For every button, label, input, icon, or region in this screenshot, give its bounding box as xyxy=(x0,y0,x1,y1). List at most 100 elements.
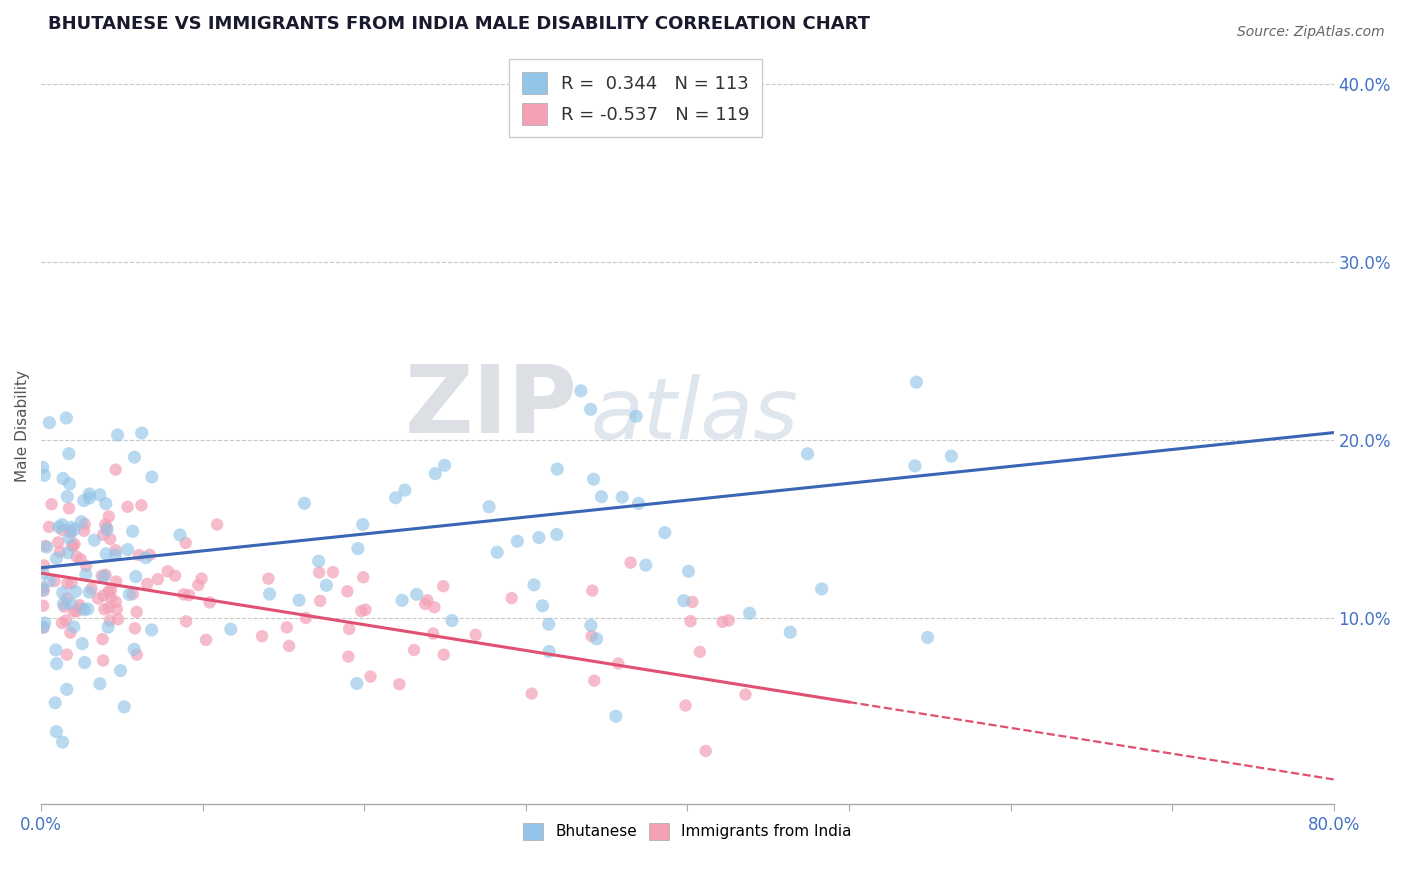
Point xyxy=(58,476,80,491)
Point xyxy=(122,642,145,657)
Point xyxy=(70,637,93,651)
Point xyxy=(97,509,120,524)
Point xyxy=(352,570,374,584)
Point xyxy=(56,591,79,606)
Point xyxy=(569,384,592,398)
Text: BHUTANESE VS IMMIGRANTS FROM INDIA MALE DISABILITY CORRELATION CHART: BHUTANESE VS IMMIGRANTS FROM INDIA MALE … xyxy=(48,15,869,33)
Point xyxy=(96,523,118,537)
Point xyxy=(59,525,82,540)
Point xyxy=(32,583,55,598)
Point xyxy=(620,556,643,570)
Point xyxy=(169,528,191,542)
Point xyxy=(394,483,416,497)
Point xyxy=(96,521,118,535)
Point xyxy=(679,614,702,628)
Point xyxy=(523,578,546,592)
Point xyxy=(624,409,647,424)
Point xyxy=(38,416,60,430)
Point xyxy=(917,631,939,645)
Point xyxy=(32,558,55,573)
Point xyxy=(337,622,360,636)
Point xyxy=(440,614,463,628)
Point xyxy=(32,620,55,634)
Point xyxy=(125,605,148,619)
Point xyxy=(738,606,761,620)
Point xyxy=(579,618,602,632)
Point xyxy=(73,517,96,532)
Point xyxy=(45,643,67,657)
Point xyxy=(135,550,157,565)
Point xyxy=(56,490,79,504)
Point xyxy=(634,558,657,573)
Point xyxy=(69,601,91,615)
Point xyxy=(70,515,93,529)
Point xyxy=(69,552,91,566)
Point xyxy=(97,620,120,634)
Point xyxy=(73,656,96,670)
Point xyxy=(107,612,129,626)
Point xyxy=(416,593,439,607)
Point xyxy=(352,517,374,532)
Point xyxy=(60,539,83,553)
Point xyxy=(779,625,801,640)
Point xyxy=(433,648,456,662)
Point xyxy=(612,490,634,504)
Point xyxy=(141,623,163,637)
Point xyxy=(405,587,427,601)
Point xyxy=(121,587,143,601)
Point xyxy=(796,447,818,461)
Point xyxy=(100,582,122,597)
Point xyxy=(38,574,60,588)
Point xyxy=(58,531,80,545)
Point xyxy=(675,698,697,713)
Point xyxy=(810,582,832,596)
Point xyxy=(89,677,111,691)
Point xyxy=(309,594,332,608)
Point xyxy=(77,487,100,501)
Point xyxy=(48,520,70,534)
Point xyxy=(422,626,444,640)
Point xyxy=(250,629,273,643)
Point xyxy=(90,568,112,582)
Point xyxy=(581,583,603,598)
Point xyxy=(295,611,318,625)
Point xyxy=(607,657,630,671)
Point xyxy=(585,632,607,646)
Point xyxy=(45,551,67,566)
Point xyxy=(520,687,543,701)
Point xyxy=(55,411,77,425)
Point xyxy=(187,578,209,592)
Point xyxy=(190,572,212,586)
Point xyxy=(413,597,436,611)
Point xyxy=(195,632,218,647)
Point xyxy=(678,565,700,579)
Point xyxy=(276,620,298,634)
Point xyxy=(51,615,73,630)
Point xyxy=(308,566,330,580)
Point xyxy=(32,599,55,613)
Point xyxy=(52,471,75,485)
Point xyxy=(73,493,96,508)
Point xyxy=(537,617,560,632)
Point xyxy=(65,604,87,618)
Point xyxy=(34,615,56,630)
Point xyxy=(124,621,146,635)
Point xyxy=(62,604,84,618)
Point xyxy=(104,543,127,558)
Point xyxy=(198,595,221,609)
Point xyxy=(388,677,411,691)
Point xyxy=(219,622,242,636)
Point xyxy=(125,569,148,583)
Point xyxy=(531,599,554,613)
Point xyxy=(546,527,568,541)
Point xyxy=(58,447,80,461)
Point xyxy=(79,491,101,505)
Point xyxy=(336,584,359,599)
Point xyxy=(350,604,373,618)
Point xyxy=(97,600,120,615)
Point xyxy=(98,614,121,628)
Point xyxy=(360,670,382,684)
Point xyxy=(294,496,316,510)
Point xyxy=(89,488,111,502)
Point xyxy=(32,621,55,635)
